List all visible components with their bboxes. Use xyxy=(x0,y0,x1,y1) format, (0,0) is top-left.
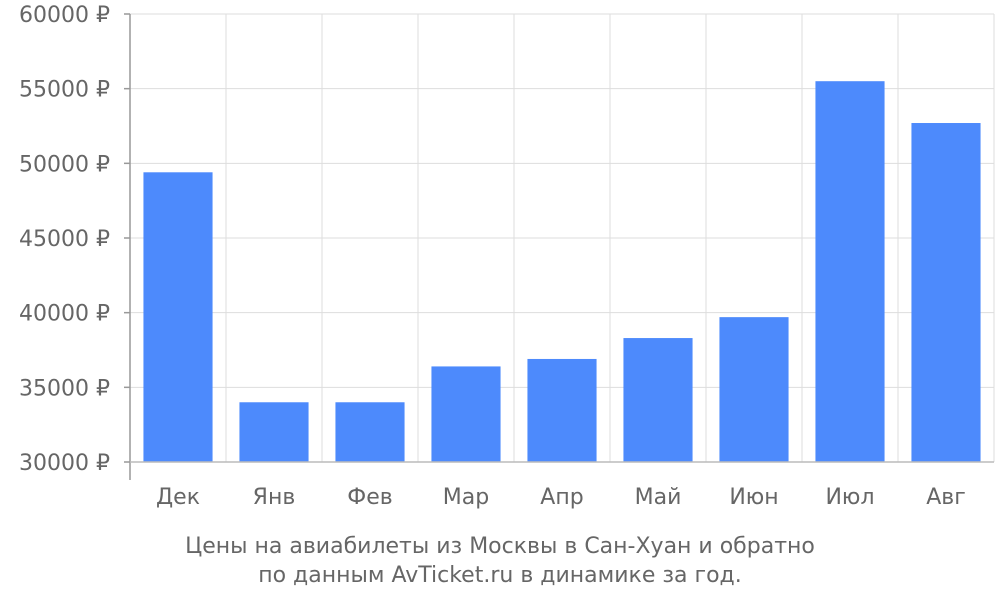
y-tick-label: 30000 ₽ xyxy=(19,451,110,476)
x-tick-label: Дек xyxy=(156,485,200,510)
chart-caption-line-1: Цены на авиабилеты из Москвы в Сан-Хуан … xyxy=(185,534,815,559)
bar xyxy=(527,358,597,462)
x-tick-label: Июн xyxy=(729,485,778,510)
bar xyxy=(719,317,789,462)
x-tick-label: Май xyxy=(635,485,682,510)
y-tick-label: 50000 ₽ xyxy=(19,152,110,177)
bar xyxy=(239,402,309,462)
x-tick-label: Фев xyxy=(347,485,392,510)
y-tick-label: 60000 ₽ xyxy=(19,3,110,28)
bar xyxy=(911,123,981,462)
x-tick-label: Апр xyxy=(540,485,583,510)
y-axis-tick-labels: 30000 ₽ 35000 ₽ 40000 ₽ 45000 ₽ 50000 ₽ 55000… xyxy=(19,3,110,476)
x-tick-label: Мар xyxy=(443,485,489,510)
bar xyxy=(623,338,693,462)
x-tick-label: Авг xyxy=(926,485,966,510)
chart-axes xyxy=(124,13,994,480)
bar xyxy=(815,81,885,462)
bar xyxy=(335,402,405,462)
bar xyxy=(143,172,213,462)
y-tick-label: 35000 ₽ xyxy=(19,376,110,401)
x-tick-label: Янв xyxy=(253,485,296,510)
bar xyxy=(431,366,501,462)
y-tick-label: 55000 ₽ xyxy=(19,78,110,103)
x-tick-label: Июл xyxy=(825,485,874,510)
x-axis-tick-labels: Дек Янв Фев Мар Апр Май Июн Июл Авг xyxy=(156,485,966,510)
y-tick-label: 45000 ₽ xyxy=(19,227,110,252)
chart-grid xyxy=(130,13,995,463)
y-tick-label: 40000 ₽ xyxy=(19,302,110,327)
chart-caption-line-2: по данным AvTicket.ru в динамике за год. xyxy=(258,563,742,588)
chart-bars xyxy=(143,81,981,462)
